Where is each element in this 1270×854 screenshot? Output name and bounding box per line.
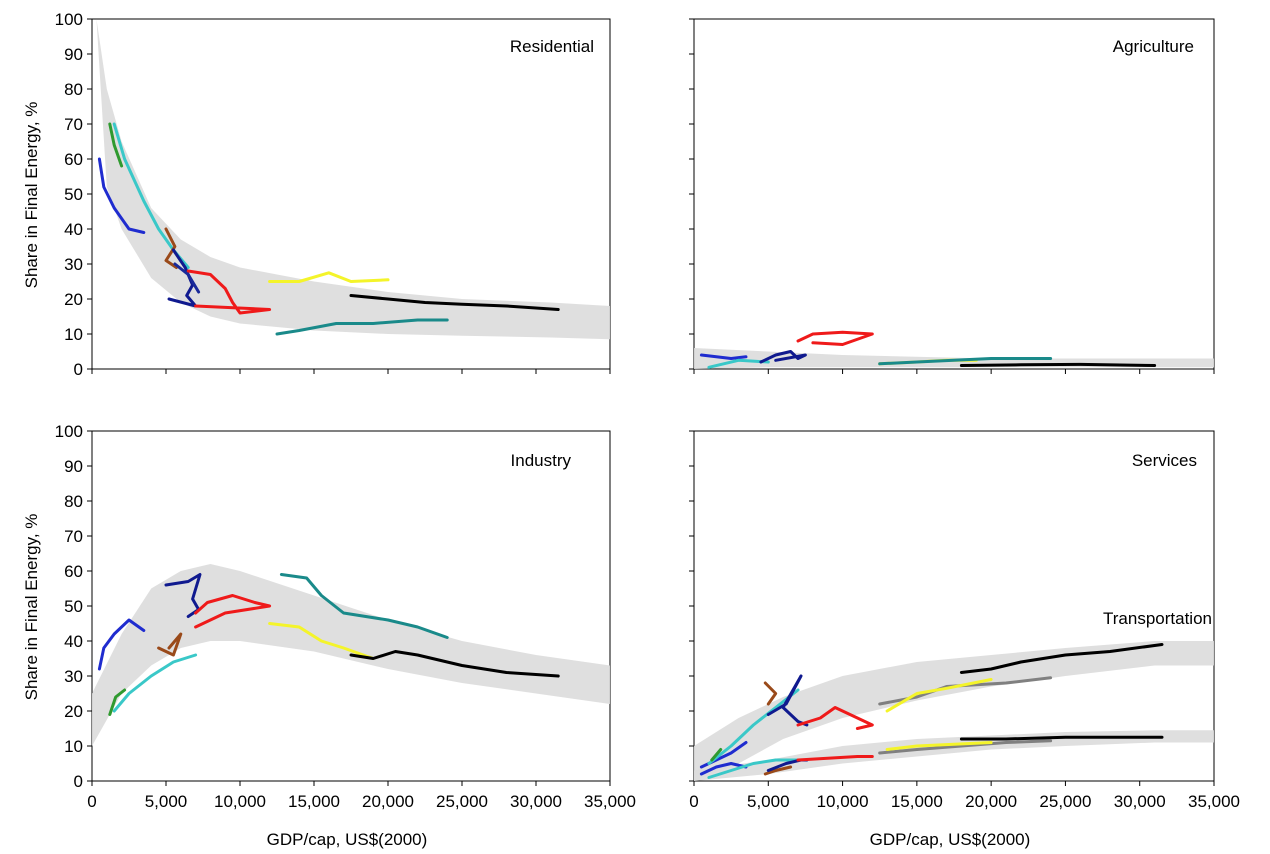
series-line-3 [164,227,178,269]
trend-band-1 [694,730,1214,781]
series-line-6 [186,269,272,315]
x-tick-label: 0 [689,792,698,811]
series-line-1 [108,688,127,716]
series-line-0 [97,618,146,671]
series-line-10 [707,758,800,779]
y-tick-label: 50 [64,185,83,204]
x-axis-title-left: GDP/cap, US$(2000) [267,830,428,849]
series-line-5 [878,357,1053,366]
y-tick-label: 30 [64,255,83,274]
y-tick-label: 100 [55,422,83,441]
series-line-5 [194,594,272,629]
y-tick-label: 80 [64,80,83,99]
series-line-6 [268,622,375,660]
y-tick-label: 70 [64,115,83,134]
y-tick-label: 20 [64,290,83,309]
panel-label: Services [1132,451,1197,470]
panel-bottom-right: 0 5,000 10,000 15,000 20,000 25,000 30,000 35,0… [689,430,1240,811]
trend-band-0 [694,641,1214,781]
series-line-8 [349,650,560,678]
panel-label: Transportation [1103,609,1212,628]
x-tick-label: 10,000 [817,792,869,811]
series-line-3 [157,632,183,657]
series-line-4 [167,248,198,308]
panel-label: Residential [510,37,594,56]
series-line-9 [349,294,560,311]
series-line-1 [108,122,124,168]
series-line-15 [885,741,993,751]
plot-frame [693,18,1215,370]
series-line-2 [112,653,198,713]
x-tick-label: 5,000 [747,792,790,811]
series-line-11 [763,765,793,776]
x-tick-label: 25,000 [436,792,488,811]
series-line-4 [766,674,809,727]
series-line-9 [699,762,748,776]
series-line-7 [268,271,390,283]
y-tick-label: 100 [55,10,83,29]
y-axis-title-bottom: Share in Final Energy, % [22,514,41,701]
x-tick-label: 30,000 [1114,792,1166,811]
y-tick-label: 90 [64,45,83,64]
y-tick-label: 60 [64,562,83,581]
y-tick-label: 80 [64,492,83,511]
y-tick-label: 0 [74,360,83,379]
series-line-5 [796,706,874,730]
trend-band-0 [96,19,610,340]
x-tick-label: 5,000 [145,792,188,811]
y-tick-label: 70 [64,527,83,546]
x-tick-label: 30,000 [510,792,562,811]
series-line-1 [707,358,770,369]
y-tick-label: 0 [74,772,83,791]
series-line-7 [279,573,449,639]
panel-label: Agriculture [1113,37,1194,56]
series-line-3 [763,681,778,706]
y-tick-label: 20 [64,702,83,721]
y-tick-label: 40 [64,220,83,239]
panel-top-right: Agriculture [689,18,1215,374]
x-tick-label: 20,000 [362,792,414,811]
x-tick-label: 35,000 [584,792,636,811]
series-line-5 [173,262,201,294]
series-line-0 [97,157,146,234]
x-tick-label: 0 [87,792,96,811]
x-tick-label: 35,000 [1188,792,1240,811]
panel-label: Industry [511,451,572,470]
series-line-8 [959,643,1164,674]
y-tick-label: 90 [64,457,83,476]
series-line-14 [878,739,1053,755]
x-axis-title-right: GDP/cap, US$(2000) [870,830,1031,849]
y-tick-label: 60 [64,150,83,169]
series-line-2 [759,350,807,364]
series-line-0 [699,353,748,360]
y-axis-title-top: Share in Final Energy, % [22,102,41,289]
series-line-1 [707,688,800,765]
x-tick-label: 15,000 [288,792,340,811]
x-tick-label: 25,000 [1039,792,1091,811]
x-tick-label: 15,000 [891,792,943,811]
y-tick-label: 30 [64,667,83,686]
series-line-3 [796,330,874,346]
x-tick-label: 20,000 [965,792,1017,811]
series-line-2 [710,748,723,762]
series-line-8 [275,318,449,336]
x-tick-label: 10,000 [214,792,266,811]
panel-top-left: 0 10 20 30 40 50 60 70 80 90 100 Residential [55,10,611,379]
y-tick-label: 10 [64,737,83,756]
y-tick-label: 50 [64,597,83,616]
panel-bottom-left: 0 10 20 30 40 50 60 70 80 90 100 0 5,000 10,000 15,000… [55,422,636,811]
series-line-16 [959,735,1164,741]
series-line-13 [796,755,874,762]
series-line-6 [959,362,1157,367]
y-tick-label: 40 [64,632,83,651]
y-tick-label: 10 [64,325,83,344]
series-line-7 [885,678,993,713]
